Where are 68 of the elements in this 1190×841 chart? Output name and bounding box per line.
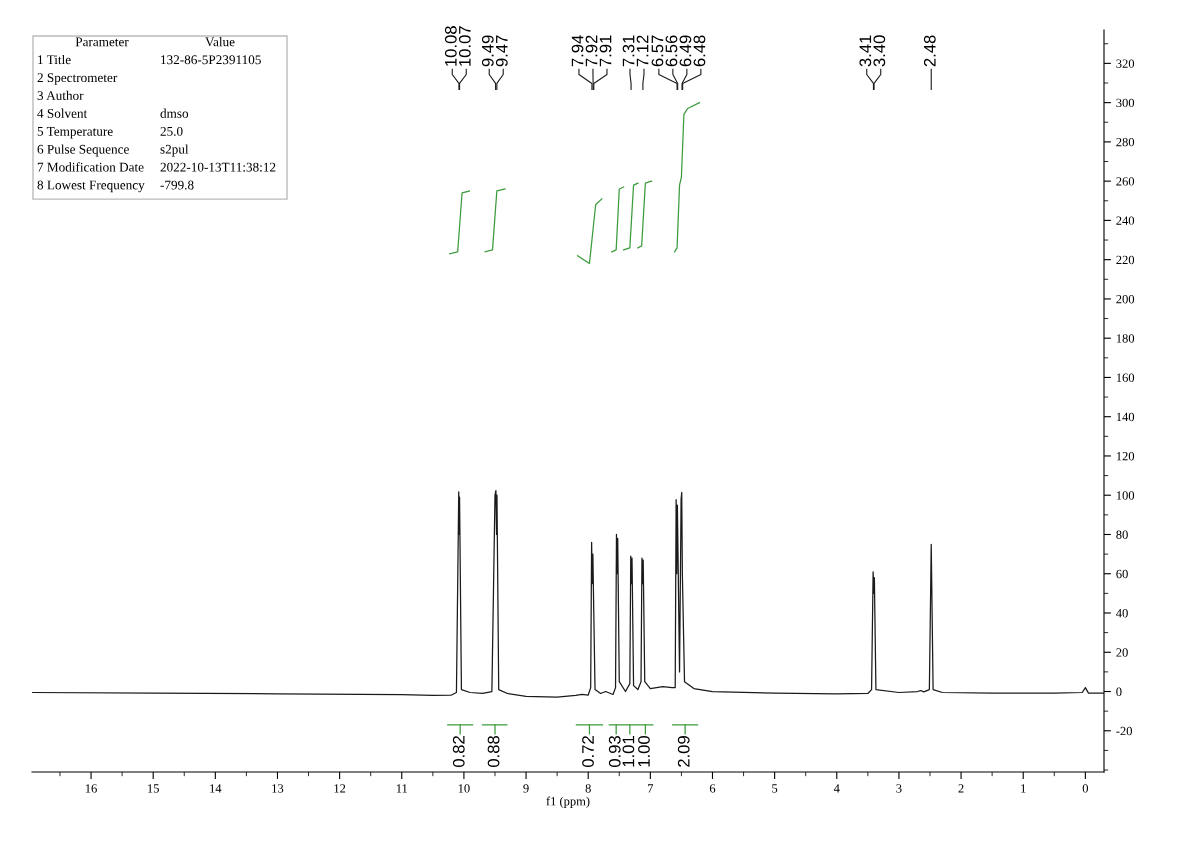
x-tick-label: 4 xyxy=(833,784,840,793)
annotation: 2 Spectrometer xyxy=(37,73,118,85)
text: 7 Modification Date 2022-10-13T11:38:12 xyxy=(37,162,276,172)
annotation: 9.47 xyxy=(495,35,508,67)
y-tick-label: 120 xyxy=(1116,451,1135,461)
annotation: 10.07 xyxy=(458,26,471,66)
x-tick-label: 3 xyxy=(896,784,902,793)
x-axis-title: f1 (ppm) xyxy=(546,796,590,808)
annotation: 2.09 xyxy=(677,736,690,767)
annotation: 3 Author xyxy=(37,90,84,100)
annotation: 8 Lowest Frequency -799.8 xyxy=(37,180,194,193)
annotation: 1.01 xyxy=(622,736,635,767)
y-tick-label: 180 xyxy=(1116,334,1135,343)
x-tick-label: 12 xyxy=(334,784,346,793)
x-tick-label: 13 xyxy=(272,784,284,793)
annotation: 7.91 xyxy=(599,35,612,67)
x-tick-label: 0 xyxy=(1082,784,1089,793)
x-tick-label: 11 xyxy=(396,784,408,793)
y-tick-label: 20 xyxy=(1116,648,1128,657)
x-tick-label: 7 xyxy=(648,784,654,793)
x-tick-label: 16 xyxy=(85,784,97,793)
annotation: 7.92 xyxy=(585,35,598,67)
x-tick-label: 15 xyxy=(148,784,159,793)
y-tick-label: 240 xyxy=(1116,216,1135,225)
annotation: 6.56 xyxy=(665,35,678,67)
annotation: 1.00 xyxy=(638,735,650,767)
annotation: 6.48 xyxy=(693,35,706,67)
y-tick-label: 140 xyxy=(1116,412,1135,422)
x-tick-label: 9 xyxy=(523,784,529,793)
y-tick-label: 60 xyxy=(1116,569,1128,579)
text: 1 Title 132-86-5P2391105 xyxy=(38,54,261,65)
text: 5 Temperature 25.0 xyxy=(37,126,183,139)
text: 6 Pulse Sequence s2pul xyxy=(37,144,189,157)
x-tick-label: 8 xyxy=(585,784,591,793)
text: 4 Solvent dmso xyxy=(37,108,189,118)
annotation: 7.94 xyxy=(571,35,584,67)
annotation: 7.12 xyxy=(636,35,649,67)
y-tick-label: 200 xyxy=(1116,294,1135,304)
x-tick-label: 5 xyxy=(772,784,778,793)
annotation: 0.93 xyxy=(608,736,621,768)
x-tick-label: 6 xyxy=(709,784,716,793)
x-tick-label: 2 xyxy=(958,784,964,793)
y-tick-label: -20 xyxy=(1116,726,1132,736)
x-tick-label: 10 xyxy=(458,784,470,793)
x-tick-label: 14 xyxy=(210,784,222,793)
y-tick-label: 280 xyxy=(1116,137,1135,147)
y-tick-label: 40 xyxy=(1116,609,1128,618)
y-tick-label: 300 xyxy=(1116,98,1135,108)
annotation: 6.49 xyxy=(679,35,692,67)
y-tick-label: 0 xyxy=(1116,687,1122,696)
annotation: 6.57 xyxy=(651,35,664,67)
y-tick-label: 260 xyxy=(1116,177,1135,186)
annotation: 3.40 xyxy=(873,35,886,67)
x-tick-label: 1 xyxy=(1021,784,1026,793)
y-tick-label: 100 xyxy=(1116,491,1135,500)
annotation: 7.31 xyxy=(622,35,635,67)
y-tick-label: 160 xyxy=(1116,373,1135,382)
annotation: 9.49 xyxy=(481,35,494,67)
annotation: 10.08 xyxy=(444,26,457,66)
annotation: 2.48 xyxy=(923,35,936,67)
annotation: 0.88 xyxy=(487,736,500,768)
annotation: 0.82 xyxy=(452,736,465,768)
y-tick-label: 80 xyxy=(1116,530,1128,539)
y-tick-label: 320 xyxy=(1116,59,1135,68)
annotation: 3.41 xyxy=(859,35,872,67)
y-tick-label: 220 xyxy=(1116,255,1135,265)
text: Parameter Value xyxy=(75,37,235,47)
annotation: 0.72 xyxy=(582,736,594,768)
